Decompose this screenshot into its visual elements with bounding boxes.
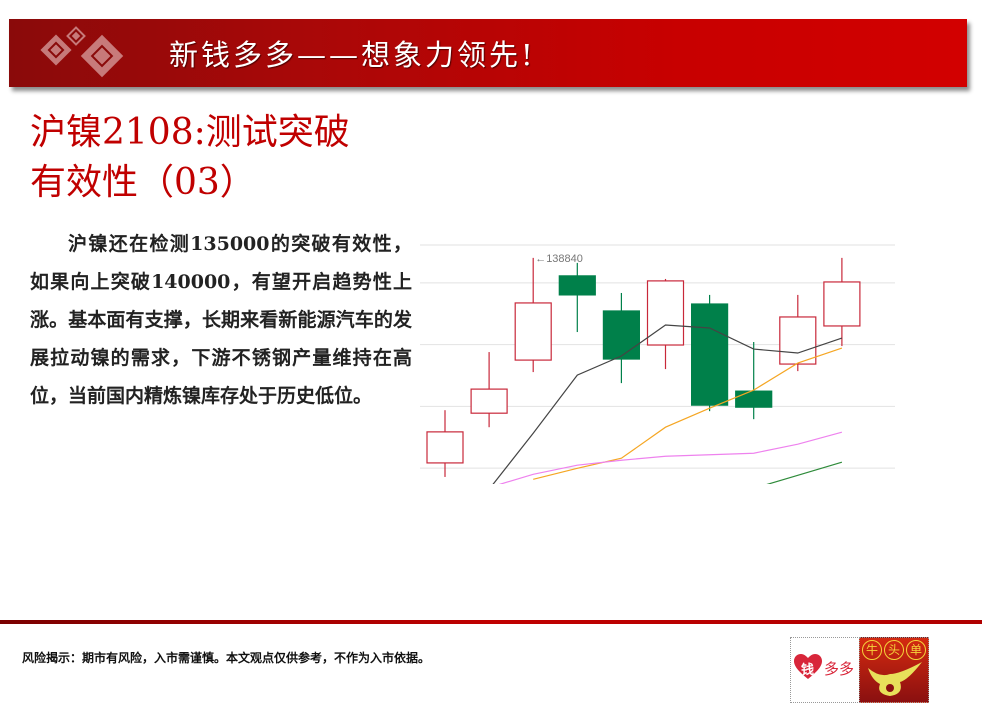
slide-title: 沪镍2108:测试突破 有效性（03） — [30, 108, 350, 208]
logo-text: 多多 — [824, 660, 855, 678]
moving-average-line — [533, 347, 843, 480]
header-banner: 新钱多多——想象力领先! — [9, 19, 967, 87]
footer-divider — [0, 620, 982, 624]
candle-up — [779, 316, 817, 365]
analysis-text: 沪镍还在检测135000的突破有效性，如果向上突破140000，有望开启趋势性上… — [30, 233, 412, 407]
moving-average-line — [766, 461, 843, 484]
moving-average-line — [498, 431, 843, 484]
candle-down — [691, 303, 729, 406]
slide-title-line2: 有效性（03） — [30, 162, 256, 203]
logo-heart-char: 钱 — [801, 663, 815, 678]
candle-down — [602, 310, 640, 360]
moving-average-line — [492, 324, 843, 484]
risk-disclaimer: 风险揭示：期市有风险，入市需谨慎。本文观点仅供参考，不作为入市依据。 — [22, 651, 431, 665]
lattice-logo-icon — [40, 26, 124, 78]
heart-icon — [794, 654, 822, 679]
header-title: 新钱多多——想象力领先! — [169, 38, 536, 72]
candle-up — [646, 280, 685, 346]
logo-char: 单 — [906, 640, 926, 660]
candle-up — [470, 388, 508, 414]
candle-up — [823, 281, 861, 327]
bull-head-icon — [868, 662, 922, 696]
qianduoduo-logo: 钱 多多 — [790, 637, 860, 703]
candle-up — [426, 431, 464, 464]
logo-char: 头 — [884, 640, 904, 660]
high-annotation-label: ←138840 — [535, 253, 583, 265]
candle-down — [558, 275, 596, 296]
slide-title-line1: 沪镍2108:测试突破 — [30, 112, 350, 153]
logo-char: 牛 — [862, 640, 882, 660]
candle-up — [514, 302, 552, 361]
candle-down — [735, 390, 773, 408]
candlestick-chart: ←138840 — [420, 244, 895, 484]
niutoudan-logo: 牛 头 单 — [859, 637, 929, 703]
